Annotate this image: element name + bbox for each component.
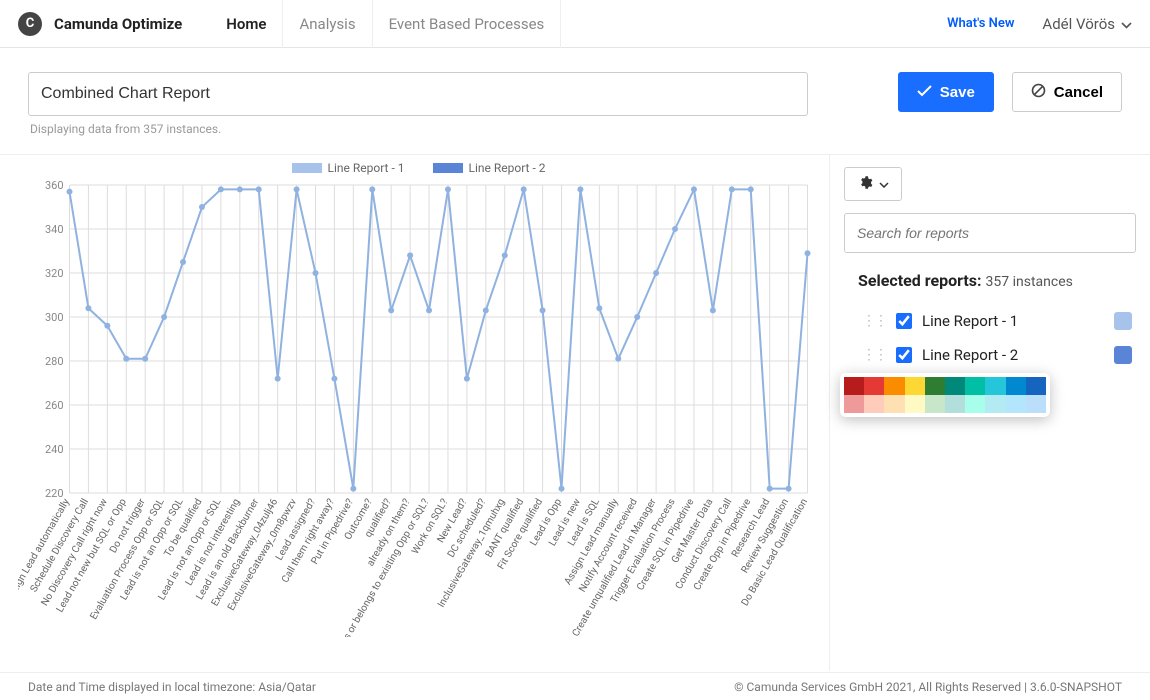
selected-reports-label: Selected reports: (858, 271, 982, 290)
save-label: Save (940, 84, 975, 101)
search-reports-input[interactable] (844, 213, 1136, 253)
save-button[interactable]: Save (898, 72, 994, 112)
legend-label-1: Line Report - 1 (328, 161, 405, 175)
palette-color[interactable] (1006, 377, 1026, 395)
title-area: Displaying data from 357 instances. Save… (0, 48, 1150, 155)
report-color-swatch[interactable] (1114, 346, 1132, 364)
legend-item-1: Line Report - 1 (292, 161, 405, 175)
svg-text:340: 340 (45, 223, 64, 236)
gear-icon (858, 175, 873, 194)
cancel-icon (1031, 83, 1046, 102)
palette-color[interactable] (905, 395, 925, 413)
chart-legend: Line Report - 1 Line Report - 2 (18, 161, 819, 175)
user-name: Adél Vörös (1042, 15, 1115, 33)
legend-swatch-2 (433, 163, 463, 173)
svg-text:320: 320 (45, 267, 64, 280)
palette-color[interactable] (884, 377, 904, 395)
drag-handle-icon[interactable]: ⋮⋮ (862, 347, 886, 363)
cancel-button[interactable]: Cancel (1012, 72, 1122, 112)
check-icon (917, 84, 932, 101)
palette-color[interactable] (905, 377, 925, 395)
legend-swatch-1 (292, 163, 322, 173)
palette-color[interactable] (844, 395, 864, 413)
footer-copyright: © Camunda Services GmbH 2021, All Rights… (734, 680, 1122, 694)
report-label: Line Report - 1 (922, 312, 1018, 330)
svg-text:240: 240 (45, 443, 64, 456)
palette-color[interactable] (864, 395, 884, 413)
report-row: ⋮⋮ Line Report - 1 (844, 304, 1136, 338)
palette-color[interactable] (965, 377, 985, 395)
svg-text:280: 280 (45, 355, 64, 368)
whats-new-link[interactable]: What's New (947, 16, 1014, 31)
report-label: Line Report - 2 (922, 346, 1018, 364)
footer: Date and Time displayed in local timezon… (0, 672, 1150, 700)
svg-text:300: 300 (45, 311, 64, 324)
palette-color[interactable] (1006, 395, 1026, 413)
svg-text:360: 360 (45, 179, 64, 192)
main-area: Line Report - 1 Line Report - 2 220 240 26… (0, 155, 1150, 671)
nav-analysis[interactable]: Analysis (283, 0, 372, 48)
side-panel: Selected reports: 357 instances ⋮⋮ Line R… (830, 155, 1150, 671)
palette-color[interactable] (985, 377, 1005, 395)
report-checkbox[interactable] (896, 313, 912, 329)
palette-color[interactable] (965, 395, 985, 413)
selected-reports-heading: Selected reports: 357 instances (844, 271, 1136, 290)
selected-reports-list: ⋮⋮ Line Report - 1 ⋮⋮ Line Report - 2 (844, 304, 1136, 372)
footer-timezone: Date and Time displayed in local timezon… (28, 680, 316, 694)
nav-event-based-processes[interactable]: Event Based Processes (373, 0, 562, 48)
report-subtitle: Displaying data from 357 instances. (30, 122, 880, 136)
svg-text:Assign Lead automatically: Assign Lead automatically (18, 497, 72, 604)
chevron-down-icon (1121, 15, 1132, 33)
nav-home[interactable]: Home (210, 0, 283, 48)
palette-color[interactable] (925, 377, 945, 395)
palette-color[interactable] (945, 377, 965, 395)
report-checkbox[interactable] (896, 347, 912, 363)
color-palette-popover (840, 373, 1050, 417)
palette-color[interactable] (925, 395, 945, 413)
palette-color[interactable] (985, 395, 1005, 413)
chart-pane: Line Report - 1 Line Report - 2 220 240 26… (0, 155, 830, 671)
svg-text:220: 220 (45, 487, 64, 500)
palette-color[interactable] (945, 395, 965, 413)
palette-color[interactable] (884, 395, 904, 413)
report-title-input[interactable] (28, 72, 808, 116)
palette-color[interactable] (844, 377, 864, 395)
legend-label-2: Line Report - 2 (469, 161, 546, 175)
palette-color[interactable] (864, 377, 884, 395)
report-color-swatch[interactable] (1114, 312, 1132, 330)
palette-color[interactable] (1026, 377, 1046, 395)
palette-color[interactable] (1026, 395, 1046, 413)
combined-line-chart: 220 240 260 280 300 320 340 360 Assign Lead auto… (18, 177, 819, 637)
user-menu[interactable]: Adél Vörös (1042, 15, 1132, 33)
instances-count: 357 instances (986, 274, 1073, 290)
brand-name: Camunda Optimize (54, 15, 182, 33)
cancel-label: Cancel (1054, 84, 1103, 101)
top-nav: C Camunda Optimize Home Analysis Event B… (0, 0, 1150, 48)
settings-dropdown[interactable] (844, 167, 902, 201)
chevron-down-icon (879, 176, 889, 192)
report-row: ⋮⋮ Line Report - 2 (844, 338, 1136, 372)
drag-handle-icon[interactable]: ⋮⋮ (862, 313, 886, 329)
svg-text:260: 260 (45, 399, 64, 412)
brand-logo: C (18, 12, 42, 36)
legend-item-2: Line Report - 2 (433, 161, 546, 175)
